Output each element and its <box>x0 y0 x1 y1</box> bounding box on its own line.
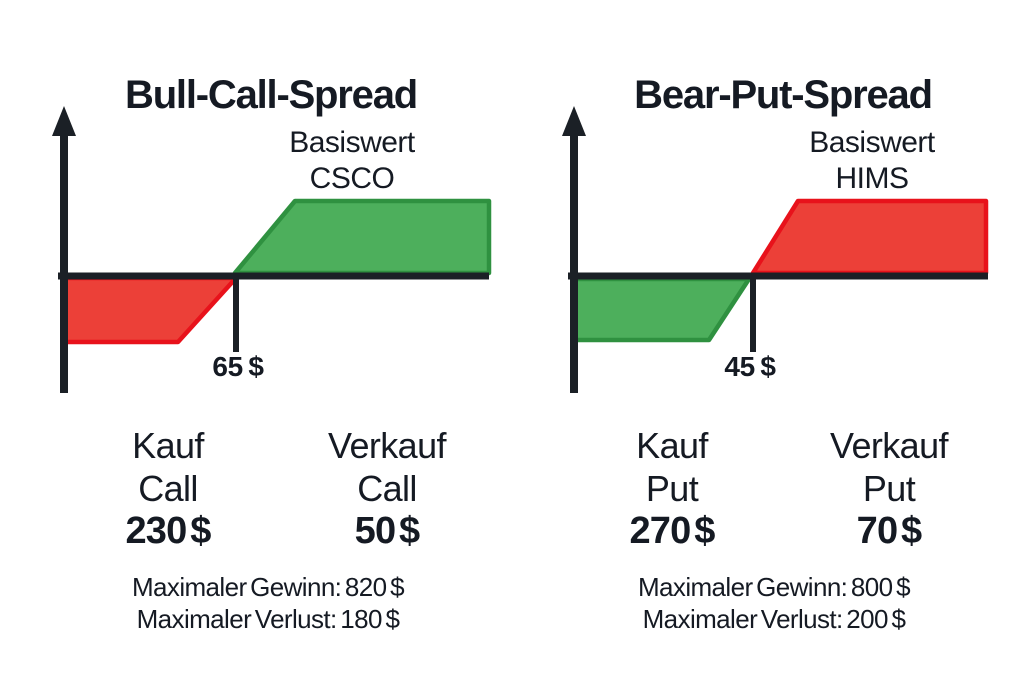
underlying-word: Basiswert <box>289 126 415 159</box>
bull-call-spread-panel: Bull-Call-Spread Basiswert CSCO 65 $ Kau… <box>52 73 492 635</box>
summary-lines: Maximaler Gewinn: 800 $ Maximaler Verlus… <box>564 571 984 635</box>
chart-title: Bull-Call-Spread <box>125 72 418 117</box>
green-area-below-axis <box>571 276 752 343</box>
leg-action: Kauf <box>636 425 708 466</box>
profit-area-green <box>232 198 492 276</box>
underlying-label: Basiswert CSCO <box>257 125 447 197</box>
sell-leg-label: Verkauf Call 50 $ <box>307 424 467 553</box>
max-profit-line: Maximaler Gewinn: 820 $ <box>132 572 405 602</box>
bull-call-payoff-chart <box>52 106 492 393</box>
leg-instrument: Put <box>645 468 699 509</box>
y-axis-arrowhead-icon <box>562 106 586 136</box>
leg-instrument: Call <box>138 468 198 509</box>
max-loss-line: Maximaler Verlust: 180 $ <box>136 604 400 634</box>
leg-action: Verkauf <box>830 425 948 466</box>
y-axis-arrowhead-icon <box>52 106 76 136</box>
strike-price-label: 45 $ <box>724 351 776 382</box>
leg-premium: 270 $ <box>629 510 715 552</box>
loss-area-red <box>61 275 239 345</box>
bear-put-payoff-chart <box>562 106 989 393</box>
summary-lines: Maximaler Gewinn: 820 $ Maximaler Verlus… <box>58 571 478 635</box>
underlying-ticker: CSCO <box>309 162 395 195</box>
max-loss-line: Maximaler Verlust: 200 $ <box>642 604 906 634</box>
leg-action: Kauf <box>132 425 204 466</box>
leg-action: Verkauf <box>328 425 446 466</box>
red-area-above-axis <box>750 198 989 276</box>
leg-premium: 230 $ <box>125 510 211 552</box>
leg-instrument: Call <box>357 468 417 509</box>
underlying-word: Basiswert <box>809 126 935 159</box>
sell-leg-label: Verkauf Put 70 $ <box>809 424 969 553</box>
underlying-label: Basiswert HIMS <box>777 125 967 197</box>
leg-premium: 70 $ <box>856 510 923 552</box>
leg-premium: 50 $ <box>354 510 421 552</box>
max-profit-line: Maximaler Gewinn: 800 $ <box>638 572 911 602</box>
leg-instrument: Put <box>862 468 916 509</box>
underlying-ticker: HIMS <box>835 162 910 195</box>
buy-leg-label: Kauf Put 270 $ <box>592 424 752 553</box>
buy-leg-label: Kauf Call 230 $ <box>88 424 248 553</box>
chart-title: Bear-Put-Spread <box>634 72 933 117</box>
strike-price-label: 65 $ <box>212 351 264 382</box>
bear-put-spread-panel: Bear-Put-Spread Basiswert HIMS 45 $ Kauf… <box>512 0 1024 683</box>
